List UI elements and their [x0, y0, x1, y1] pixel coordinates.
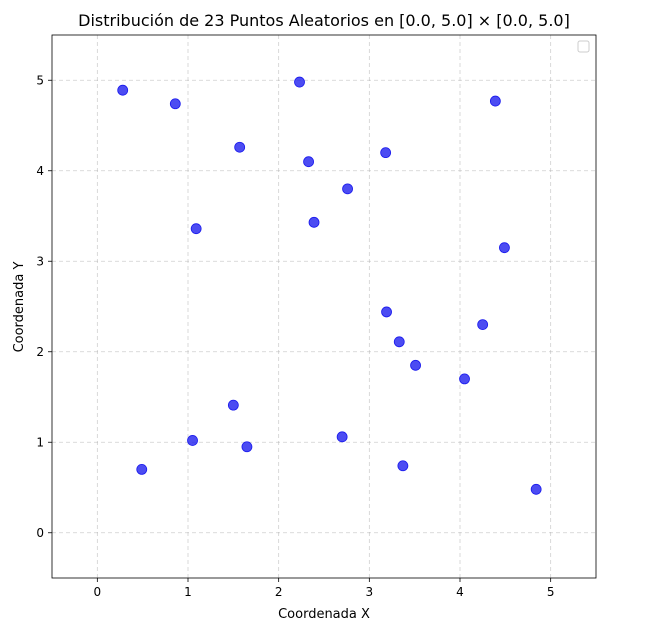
data-point: [303, 156, 314, 168]
data-points: [117, 76, 542, 495]
data-point: [187, 435, 198, 446]
data-point: [381, 306, 392, 318]
data-point: [169, 98, 181, 110]
y-axis-label: Coordenada Y: [12, 262, 27, 353]
data-point: [136, 463, 148, 475]
axis-ticks: 0 1 2 3 4 5 0 1 2 3 4 5: [36, 73, 554, 599]
y-tick-label: 3: [36, 254, 44, 268]
y-tick-label: 5: [36, 73, 44, 87]
data-point: [393, 336, 405, 348]
plot-frame: [51, 34, 597, 579]
x-tick-label: 1: [184, 585, 192, 599]
data-point: [190, 223, 202, 235]
data-point: [227, 399, 239, 411]
data-point: [342, 183, 353, 195]
legend-box: [577, 40, 590, 53]
x-tick-label: 0: [94, 585, 102, 599]
data-point: [234, 141, 246, 153]
x-tick-label: 3: [366, 585, 374, 599]
y-tick-label: 0: [36, 526, 44, 540]
grid: [52, 35, 596, 578]
data-point: [477, 319, 489, 331]
data-point: [294, 76, 305, 88]
data-point: [336, 431, 348, 443]
data-point: [489, 95, 501, 107]
data-point: [410, 359, 421, 371]
x-tick-label: 4: [456, 585, 464, 599]
data-point: [241, 441, 253, 453]
data-point: [380, 147, 392, 159]
x-axis-label: Coordenada X: [278, 607, 370, 622]
data-point: [117, 84, 129, 96]
y-tick-label: 1: [36, 435, 44, 449]
y-tick-label: 4: [36, 164, 44, 178]
chart-title: Distribución de 23 Puntos Aleatorios en …: [78, 11, 570, 30]
x-tick-label: 5: [547, 585, 555, 599]
data-point: [459, 373, 470, 385]
data-point: [499, 242, 510, 254]
data-point: [308, 216, 320, 228]
data-point: [530, 483, 542, 495]
data-point: [397, 460, 409, 472]
x-tick-label: 2: [275, 585, 283, 599]
y-tick-label: 2: [36, 345, 44, 359]
